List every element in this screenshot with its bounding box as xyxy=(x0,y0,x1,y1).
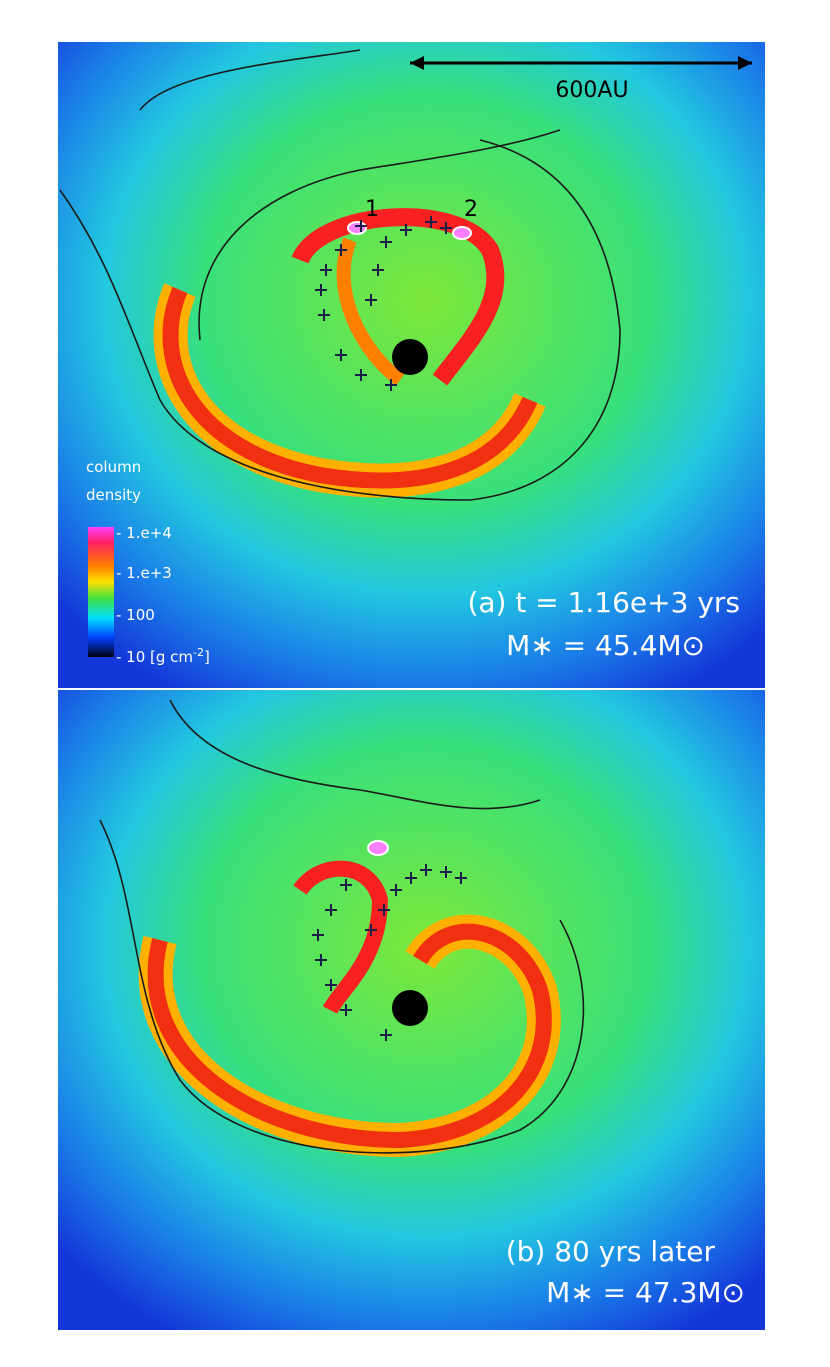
contour xyxy=(99,819,585,1154)
clump-label: 2 xyxy=(464,197,478,222)
stellar-mass: M∗ = 47.3M⊙ xyxy=(546,1276,745,1309)
spiral-arm xyxy=(336,237,405,386)
colorbar-tick: - 1.e+4 xyxy=(116,524,172,542)
panel-label: (a) t = 1.16e+3 yrs xyxy=(467,586,740,619)
colorbar-tick: - 1.e+3 xyxy=(116,564,172,582)
panel-b: (b) 80 yrs later M∗ = 47.3M⊙ xyxy=(58,690,765,1330)
colorbar-unit: - 10 [g cm xyxy=(116,648,193,666)
scale-label: 600AU xyxy=(555,78,628,103)
sink xyxy=(392,990,428,1026)
clump-label: 1 xyxy=(365,197,379,222)
spiral-arm xyxy=(291,208,505,386)
panel-a: 600AU 1 2 column density - 1.e+4 - 1.e+3… xyxy=(58,42,765,688)
colorbar-tick: - 100 xyxy=(116,606,155,624)
clump xyxy=(347,221,367,235)
markers xyxy=(312,864,467,1041)
colorbar-tick: - 10 [g cm-2] xyxy=(116,646,210,666)
contour xyxy=(139,49,361,111)
contour xyxy=(169,699,541,810)
contour xyxy=(198,129,561,341)
clump xyxy=(367,840,389,856)
spiral-arm xyxy=(147,923,552,1149)
clump xyxy=(452,226,472,240)
colorbar-title: column xyxy=(86,458,141,476)
colorbar xyxy=(88,527,114,657)
stellar-mass: M∗ = 45.4M⊙ xyxy=(506,629,705,662)
spiral-arm xyxy=(293,860,389,1015)
colorbar-title: density xyxy=(86,486,141,504)
panel-label: (b) 80 yrs later xyxy=(506,1235,716,1268)
colorbar-unit-close: ] xyxy=(204,648,210,666)
colorbar-unit-sup: -2 xyxy=(193,646,204,659)
spiral-arm xyxy=(162,286,538,489)
markers xyxy=(315,216,452,391)
sink xyxy=(392,339,428,375)
contour xyxy=(59,139,621,501)
